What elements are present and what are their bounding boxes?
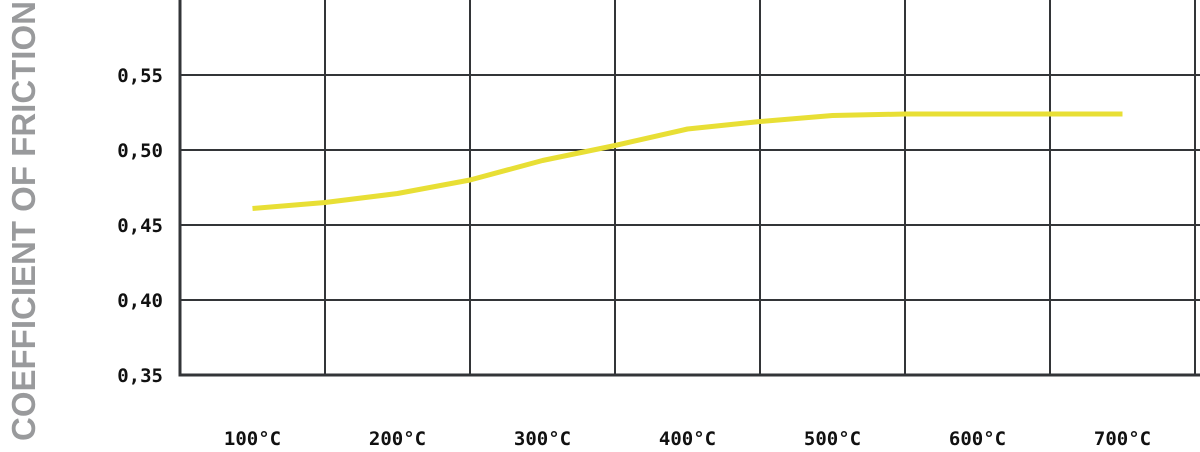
x-tick-label: 400°C [659,428,716,450]
y-tick-label: 0,35 [117,365,163,387]
x-tick-label: 700°C [1094,428,1151,450]
x-tick-labels: 100°C 200°C 300°C 400°C 500°C 600°C 700°C [224,428,1151,450]
y-tick-labels: 0,35 0,40 0,45 0,50 0,55 [117,65,163,387]
x-tick-label: 500°C [804,428,861,450]
x-tick-label: 300°C [514,428,571,450]
friction-line [252,111,1123,211]
y-tick-label: 0,55 [117,65,163,87]
y-axis-label: COEFFICIENT OF FRICTION [5,1,42,441]
x-tick-label: 600°C [949,428,1006,450]
y-tick-label: 0,45 [117,215,163,237]
series-group [252,111,1123,211]
grid [178,0,1200,377]
y-tick-label: 0,40 [117,290,163,312]
x-tick-label: 200°C [369,428,426,450]
x-tick-label: 100°C [224,428,281,450]
y-tick-label: 0,50 [117,140,163,162]
